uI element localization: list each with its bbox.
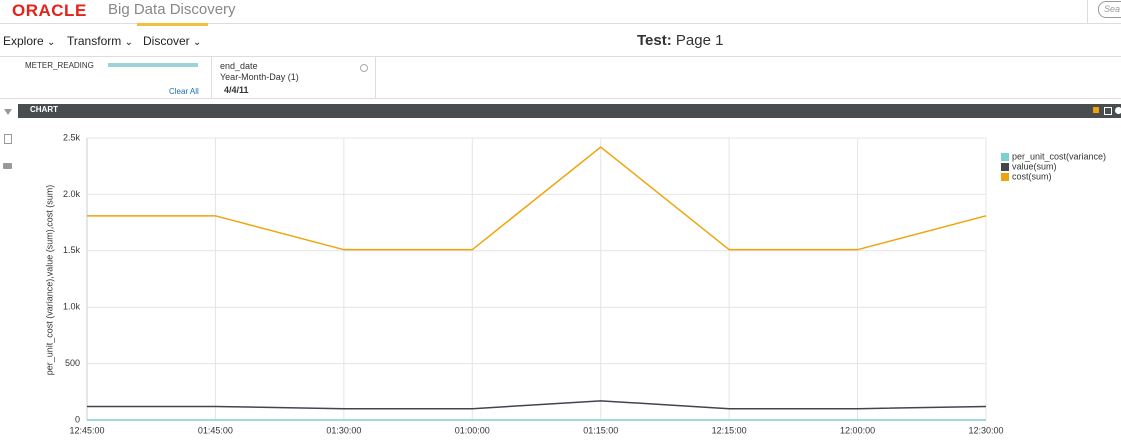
expand-icon[interactable] [1104, 107, 1112, 115]
x-tick-label: 01:00:00 [455, 425, 490, 435]
x-tick-label: 12:15:00 [712, 425, 747, 435]
nav-bar [0, 24, 1121, 57]
divider [375, 57, 376, 98]
page-title: Test: Page 1 [637, 32, 723, 49]
y-tick-label: 0 [75, 414, 80, 424]
page-name: Page 1 [675, 32, 724, 49]
refinement-name: end_date [220, 61, 258, 71]
camera-icon[interactable] [3, 163, 12, 169]
panel-title: CHART [30, 105, 58, 114]
logo[interactable]: ORACLE [12, 1, 87, 20]
nav-label: Discover [143, 34, 190, 48]
x-tick-label: 01:30:00 [326, 425, 361, 435]
x-tick-label: 12:00:00 [840, 425, 875, 435]
legend-swatch [1001, 163, 1009, 171]
page-prefix: Test: [637, 32, 672, 49]
filter-icon[interactable] [4, 109, 12, 115]
x-tick-label: 01:15:00 [583, 425, 618, 435]
filter-attribute[interactable]: METER_READING [25, 61, 94, 70]
clear-all[interactable]: Clear All [169, 87, 199, 96]
header [0, 0, 1121, 24]
refinement-value: 4/4/11 [224, 85, 249, 95]
y-tick-label: 1.0k [63, 302, 81, 312]
filter-bar [0, 57, 1121, 99]
nav-label: Transform [67, 34, 122, 48]
panel-header [18, 104, 1121, 118]
nav-label: Explore [3, 34, 44, 48]
active-indicator [137, 23, 208, 26]
legend-label: cost(sum) [1012, 171, 1052, 181]
filter-bar-indicator [108, 63, 198, 67]
series-line [87, 146, 987, 251]
x-tick-label: 01:45:00 [198, 425, 233, 435]
legend-label: value(sum) [1012, 161, 1057, 171]
nav-item[interactable]: Explore ⌄ [3, 34, 56, 48]
product-name: Big Data Discovery [108, 1, 236, 18]
nav-item[interactable]: Discover ⌄ [143, 34, 202, 48]
divider [1087, 0, 1088, 23]
legend-label: per_unit_cost(variance) [1012, 151, 1106, 161]
refinement-hierarchy: Year-Month-Day (1) [220, 72, 299, 82]
search-box[interactable]: Sea [1098, 1, 1121, 18]
edit-icon[interactable] [1093, 107, 1099, 113]
legend-swatch [1001, 153, 1009, 161]
x-tick-label: 12:30:00 [968, 425, 1003, 435]
bookmark-icon[interactable] [4, 134, 12, 144]
y-tick-label: 2.5k [63, 132, 81, 142]
y-tick-label: 1.5k [63, 245, 81, 255]
divider [211, 57, 212, 98]
series-line [87, 400, 987, 410]
y-axis-label: per_unit_cost (variance),value (sum),cos… [44, 185, 54, 376]
remove-refinement[interactable] [360, 64, 368, 72]
y-tick-label: 2.0k [63, 189, 81, 199]
legend-swatch [1001, 173, 1009, 181]
settings-icon[interactable] [1115, 107, 1121, 114]
x-tick-label: 12:45:00 [69, 425, 104, 435]
y-tick-label: 500 [65, 358, 80, 368]
nav-item[interactable]: Transform ⌄ [67, 34, 133, 48]
